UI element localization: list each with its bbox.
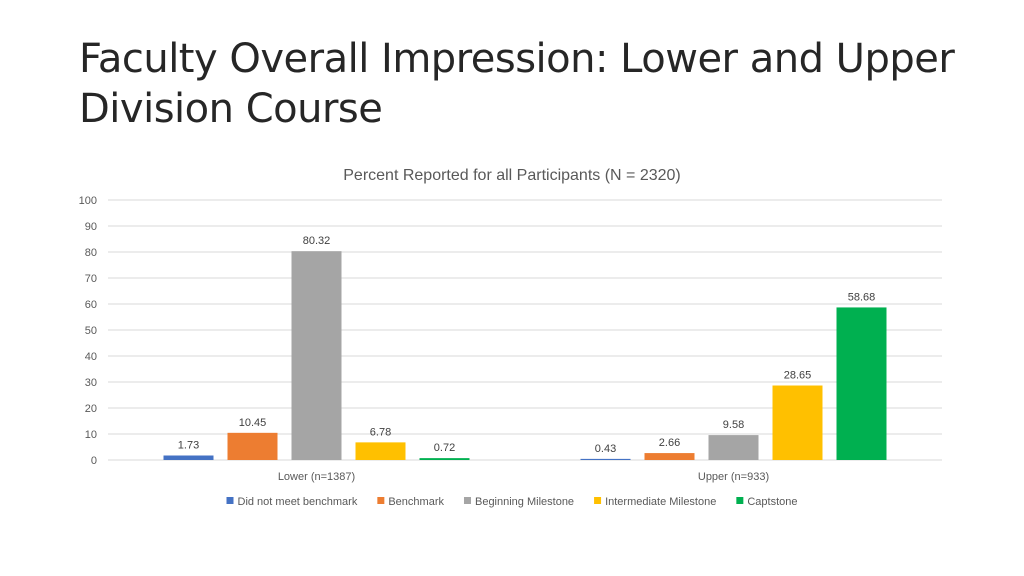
legend-label: Did not meet benchmark <box>238 496 358 508</box>
bar <box>163 455 214 460</box>
legend-label: Beginning Milestone <box>475 496 574 508</box>
data-label: 0.72 <box>434 442 455 454</box>
y-tick-label: 40 <box>85 351 97 363</box>
gridlines <box>108 199 942 461</box>
bars <box>163 251 887 460</box>
legend: Did not meet benchmark Benchmark Beginning… <box>226 496 798 508</box>
y-tick-label: 20 <box>85 403 97 415</box>
bar <box>644 453 695 460</box>
legend-item: Intermediate Milestone <box>594 496 716 508</box>
bar <box>291 251 342 460</box>
slide-title: Faculty Overall Impression: Lower and Up… <box>79 36 955 132</box>
legend-swatch <box>377 497 385 504</box>
data-label: 9.58 <box>723 419 744 431</box>
y-tick-label: 0 <box>91 455 97 467</box>
data-label: 80.32 <box>303 235 331 247</box>
x-axis: Lower (n=1387) Upper (n=933) <box>278 471 769 483</box>
y-tick-label: 80 <box>85 247 97 259</box>
legend-swatch <box>463 497 471 504</box>
legend-swatch <box>594 497 602 504</box>
bar <box>580 458 631 460</box>
legend-swatch <box>736 497 744 504</box>
y-tick-label: 50 <box>85 325 97 337</box>
legend-item: Did not meet benchmark <box>226 496 358 508</box>
data-label: 28.65 <box>784 370 812 382</box>
y-tick-label: 10 <box>85 429 97 441</box>
y-tick-label: 90 <box>85 221 97 233</box>
data-label: 58.68 <box>848 291 876 303</box>
bar <box>355 442 406 460</box>
data-label: 1.73 <box>178 440 199 452</box>
x-category-label: Lower (n=1387) <box>278 471 355 483</box>
y-axis: 0 10 20 30 40 50 60 70 80 90 100 <box>79 195 97 467</box>
legend-item: Benchmark <box>377 496 444 508</box>
chart-title: Percent Reported for all Participants (N… <box>343 167 681 184</box>
legend-item: Beginning Milestone <box>463 496 574 508</box>
y-tick-label: 30 <box>85 377 97 389</box>
legend-label: Captstone <box>747 496 797 508</box>
data-label: 10.45 <box>239 417 267 429</box>
data-label: 0.43 <box>595 443 616 455</box>
data-label: 6.78 <box>370 426 391 438</box>
bar <box>419 458 470 460</box>
legend-item: Captstone <box>736 496 798 508</box>
data-labels: 1.73 10.45 80.32 6.78 0.72 0.43 2.66 9.58 28.65 5… <box>178 235 875 455</box>
bar <box>772 385 823 460</box>
y-tick-label: 100 <box>79 195 97 207</box>
y-tick-label: 70 <box>85 273 97 285</box>
legend-swatch <box>226 497 234 504</box>
x-category-label: Upper (n=933) <box>698 471 769 483</box>
legend-label: Benchmark <box>388 496 444 508</box>
bar <box>836 307 887 460</box>
bar <box>227 432 278 460</box>
bar <box>708 435 759 460</box>
legend-label: Intermediate Milestone <box>605 496 716 508</box>
data-label: 2.66 <box>659 437 680 449</box>
y-tick-label: 60 <box>85 299 97 311</box>
